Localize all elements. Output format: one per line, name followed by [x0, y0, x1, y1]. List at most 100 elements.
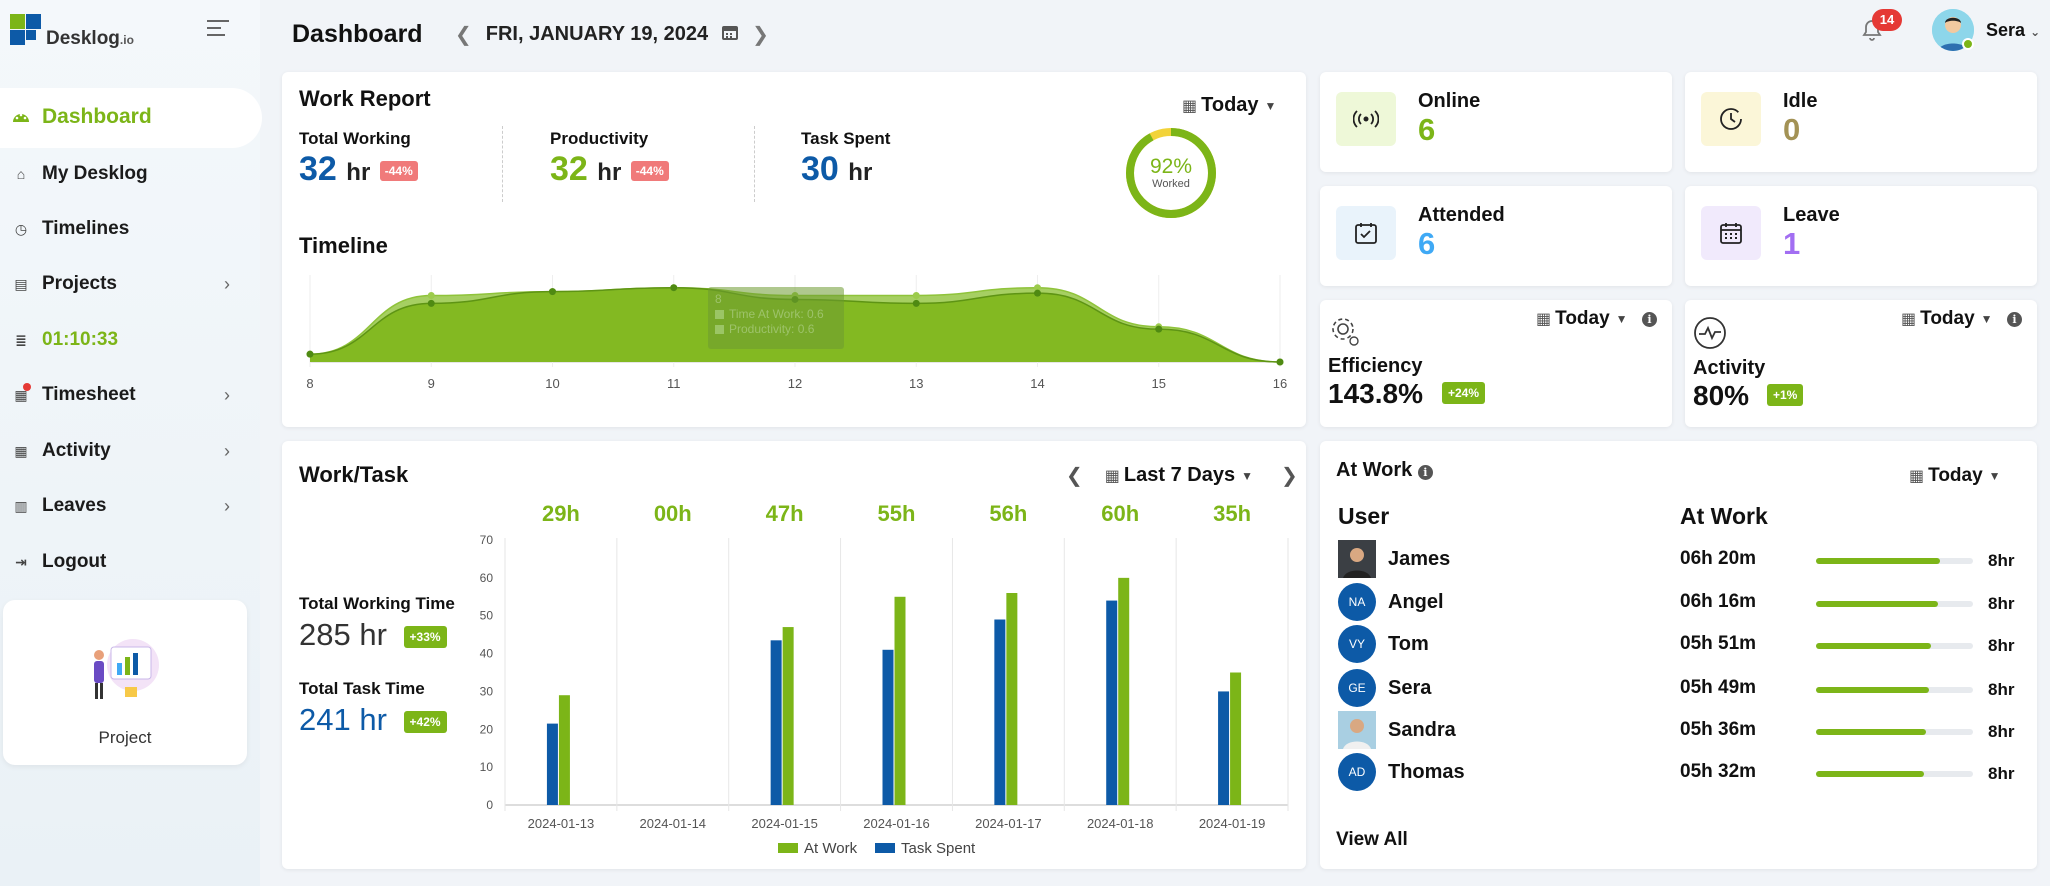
table-row[interactable]: James 06h 20m 8hr — [1338, 538, 2018, 578]
home-icon: ⌂ — [16, 166, 26, 182]
work-task-range-dropdown[interactable]: Last 7 Days — [1123, 464, 1236, 486]
avatar: AD — [1338, 753, 1376, 791]
attended-card[interactable]: Attended 6 — [1320, 186, 1672, 286]
sidebar-item-activity[interactable]: ▦ Activity › — [12, 431, 242, 471]
x-tick-label: 10 — [545, 376, 559, 391]
bar-at-work — [782, 627, 794, 805]
column-header-user: User — [1338, 503, 1390, 529]
sidebar-item-projects[interactable]: ▤ Projects › — [12, 264, 242, 304]
brand-logo[interactable]: Desklog.io — [10, 14, 180, 54]
user-name: Tom — [1388, 633, 1429, 655]
broadcast-icon — [1336, 92, 1396, 146]
progress-track — [1816, 771, 1973, 777]
caret-down-icon: ▼ — [1988, 469, 2001, 483]
work-task-title: Work/Task — [299, 462, 409, 487]
legend-label: Task Spent — [901, 840, 976, 857]
table-row[interactable]: VY Tom 05h 51m 8hr — [1338, 623, 2018, 663]
activity-value: 80% — [1693, 380, 1750, 411]
table-row[interactable]: NA Angel 06h 16m 8hr — [1338, 581, 2018, 621]
info-icon[interactable]: i — [1642, 312, 1657, 327]
leave-label: Leave — [1783, 204, 1840, 226]
view-all-link[interactable]: View All — [1336, 829, 1408, 850]
bar-task-spent — [994, 619, 1006, 805]
table-row[interactable]: GE Sera 05h 49m 8hr — [1338, 667, 2018, 707]
work-report-range-dropdown[interactable]: ▦ Today ▼ — [1182, 94, 1277, 116]
efficiency-range-dropdown[interactable]: ▦ Today ▼ — [1536, 308, 1628, 329]
x-tick-label: 8 — [306, 376, 313, 391]
avatar: NA — [1338, 583, 1376, 621]
target-hours: 8hr — [1988, 636, 2015, 655]
grid-icon: ▦ — [14, 442, 28, 459]
info-icon[interactable]: i — [2007, 312, 2022, 327]
calendar-grid-icon — [1701, 206, 1761, 260]
at-work-range-dropdown[interactable]: ▦ Today ▼ — [1909, 465, 2001, 486]
y-tick-label: 60 — [480, 571, 494, 585]
efficiency-change-badge: +24% — [1442, 382, 1486, 404]
idle-value: 0 — [1783, 112, 1801, 147]
leave-card[interactable]: Leave 1 — [1685, 186, 2037, 286]
x-tick-label: 12 — [788, 376, 802, 391]
total-working-value: 32 hr -44% — [299, 150, 418, 189]
table-row[interactable]: Sandra 05h 36m 8hr — [1338, 709, 2018, 749]
attended-value: 6 — [1418, 226, 1436, 261]
caret-down-icon: ▼ — [1264, 98, 1277, 113]
info-icon[interactable]: i — [1417, 465, 1433, 480]
productivity-change-badge: -44% — [630, 161, 669, 182]
day-total-label: 00h — [654, 501, 692, 526]
chevron-right-icon[interactable]: ❯ — [1280, 465, 1298, 487]
activity-range-dropdown[interactable]: ▦ Today ▼ — [1901, 308, 1993, 329]
menu-toggle-icon[interactable] — [207, 20, 229, 36]
user-name: Sandra — [1388, 719, 1456, 741]
table-row[interactable]: AD Thomas 05h 32m 8hr — [1338, 751, 2018, 791]
calendar-icon: ▦ — [1536, 311, 1552, 328]
user-name: James — [1388, 548, 1451, 570]
data-point-productivity — [306, 350, 314, 358]
day-total-label: 56h — [989, 501, 1027, 526]
y-tick-label: 10 — [480, 760, 494, 774]
sidebar-item-logout[interactable]: ⇥ Logout — [12, 542, 242, 582]
sidebar: Desklog.io Dashboard ⌂ My Desklog ◷ Time… — [0, 0, 262, 886]
chevron-right-icon: › — [224, 273, 230, 294]
online-label: Online — [1418, 90, 1481, 112]
calendar-icon[interactable] — [722, 23, 739, 46]
clock-icon: ◷ — [14, 220, 28, 237]
day-total-label: 29h — [542, 501, 580, 526]
timeline-chart: 8 9 10 11 12 13 14 15 16 8 Time At Work: 0.6Produc… — [306, 275, 1287, 391]
calendar-check-icon — [1336, 206, 1396, 260]
sidebar-item-label: Timelines — [42, 218, 130, 239]
sidebar-item-dashboard[interactable]: Dashboard — [12, 97, 242, 137]
bar-task-spent — [1106, 600, 1118, 805]
at-work-title: At Work i — [1336, 459, 1433, 482]
clipboard-icon: ▦ — [12, 383, 31, 404]
efficiency-card: ▦ Today ▼ i Efficiency 143.8% +24% — [1320, 300, 1672, 427]
idle-card[interactable]: Idle 0 — [1685, 72, 2037, 172]
progress-track — [1816, 643, 1973, 649]
online-card[interactable]: Online 6 — [1320, 72, 1672, 172]
chevron-right-icon[interactable]: ❯ — [752, 24, 769, 46]
sidebar-item-my-desklog[interactable]: ⌂ My Desklog — [12, 154, 242, 194]
data-point-time-at-work — [1034, 284, 1041, 292]
project-card[interactable]: Project — [3, 600, 247, 765]
sidebar-item-leaves[interactable]: ▥ Leaves › — [12, 486, 242, 526]
progress-fill — [1816, 687, 1930, 693]
x-tick-label: 2024-01-15 — [751, 816, 818, 831]
chevron-left-icon[interactable]: ❮ — [455, 24, 472, 46]
progress-track — [1816, 687, 1973, 693]
sidebar-item-timelines[interactable]: ◷ Timelines — [12, 209, 242, 249]
data-point-productivity — [427, 299, 435, 307]
sidebar-item-timesheet[interactable]: ▦ Timesheet › — [12, 375, 242, 415]
gauge-value: 92% — [1149, 155, 1193, 178]
at-work-time: 05h 49m — [1680, 677, 1757, 698]
x-tick-label: 15 — [1152, 376, 1166, 391]
data-point-productivity — [549, 288, 556, 296]
user-name: Angel — [1388, 591, 1444, 613]
project-illustration-icon — [94, 639, 159, 699]
sidebar-item-timer[interactable]: ≣ 01:10:33 — [12, 320, 242, 360]
user-menu[interactable]: Sera ⌄ — [1986, 20, 2041, 40]
calendar-icon: ▦ — [1901, 311, 1917, 328]
calendar-icon: ▥ — [14, 497, 28, 514]
sidebar-item-label: Logout — [42, 551, 107, 572]
activity-card: ▦ Today ▼ i Activity 80% +1% — [1685, 300, 2037, 427]
chevron-left-icon[interactable]: ❮ — [1066, 465, 1083, 487]
